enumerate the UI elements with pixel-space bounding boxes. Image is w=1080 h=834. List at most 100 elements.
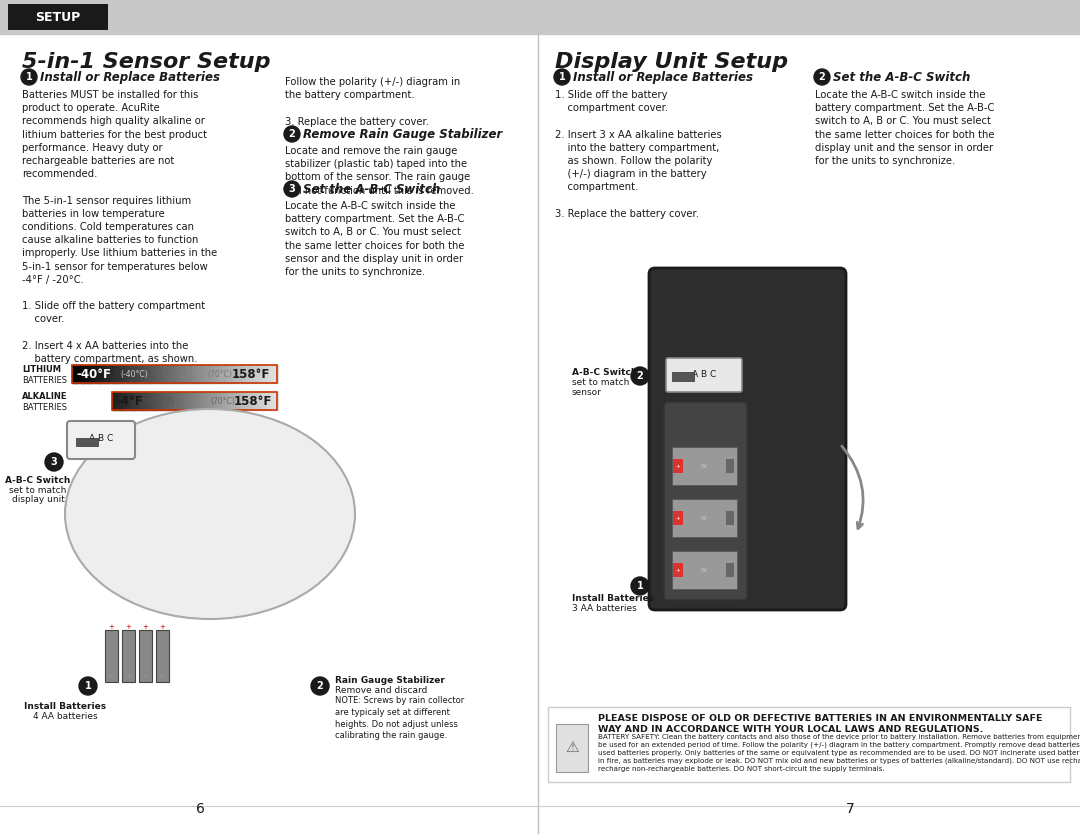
Bar (148, 392, 151, 410)
Bar (203, 392, 206, 410)
Bar (139, 630, 152, 682)
Bar (192, 392, 195, 410)
Bar (164, 392, 167, 410)
Bar (273, 365, 278, 383)
Bar (232, 365, 237, 383)
Circle shape (284, 181, 300, 197)
Ellipse shape (65, 409, 355, 619)
Bar (173, 392, 176, 410)
Bar (137, 365, 140, 383)
Text: Remove and discard: Remove and discard (335, 686, 428, 695)
Bar (167, 365, 172, 383)
Bar (164, 365, 168, 383)
Bar (145, 392, 148, 410)
Text: +: + (676, 464, 680, 469)
Text: 1: 1 (636, 581, 644, 591)
FancyBboxPatch shape (67, 421, 135, 459)
Bar (150, 392, 153, 410)
Bar (96, 365, 99, 383)
Text: W: W (701, 567, 706, 572)
Bar (205, 392, 208, 410)
Bar (226, 365, 230, 383)
Text: W: W (701, 464, 706, 469)
Bar (205, 365, 210, 383)
Text: 1: 1 (26, 72, 32, 82)
Bar (170, 392, 173, 410)
Text: 7: 7 (846, 802, 854, 816)
Bar (89, 365, 93, 383)
Text: +: + (109, 624, 114, 630)
Bar (229, 365, 233, 383)
Bar (162, 392, 165, 410)
Text: W: W (701, 515, 706, 520)
Bar (253, 392, 256, 410)
Bar (140, 365, 145, 383)
Bar (150, 365, 154, 383)
Bar (154, 365, 158, 383)
Bar (255, 392, 258, 410)
Text: (70°C): (70°C) (210, 396, 234, 405)
Bar (85, 365, 90, 383)
Text: NOTE: Screws by rain collector
are typicaly set at different
heights. Do not adj: NOTE: Screws by rain collector are typic… (335, 696, 464, 741)
Bar (161, 365, 165, 383)
Bar (153, 392, 157, 410)
Bar (219, 365, 222, 383)
Bar (117, 365, 120, 383)
Text: 3: 3 (288, 184, 295, 194)
Bar (672, 447, 737, 485)
Bar (249, 365, 254, 383)
Bar (184, 392, 187, 410)
Bar (126, 365, 131, 383)
Bar (260, 392, 264, 410)
Bar (726, 563, 734, 577)
Circle shape (284, 126, 300, 142)
Bar (134, 365, 137, 383)
Text: set to match: set to match (572, 378, 630, 387)
Bar (175, 365, 178, 383)
Bar (672, 499, 737, 537)
Bar (235, 392, 239, 410)
Text: +: + (160, 624, 165, 630)
Bar (171, 365, 175, 383)
Text: SETUP: SETUP (36, 11, 81, 23)
Bar (225, 392, 228, 410)
Bar (186, 392, 189, 410)
Bar (726, 511, 734, 525)
Bar (118, 392, 121, 410)
Bar (167, 392, 171, 410)
Bar (214, 392, 217, 410)
Bar (113, 365, 117, 383)
Text: 3: 3 (51, 457, 57, 467)
Bar (233, 392, 237, 410)
Circle shape (45, 453, 63, 471)
Bar (76, 365, 79, 383)
Bar (109, 365, 113, 383)
Bar (244, 392, 247, 410)
Bar (99, 365, 104, 383)
Text: ⚠: ⚠ (565, 740, 579, 755)
Bar (143, 392, 146, 410)
Text: Locate the A-B-C switch inside the
battery compartment. Set the A-B-C
switch to : Locate the A-B-C switch inside the batte… (815, 90, 995, 166)
Bar (198, 392, 201, 410)
Bar (181, 365, 186, 383)
Bar (189, 392, 192, 410)
Bar (246, 392, 249, 410)
Text: 3 AA batteries: 3 AA batteries (572, 604, 637, 613)
Text: Rain Gauge Stabilizer: Rain Gauge Stabilizer (335, 676, 445, 685)
Text: ALKALINE: ALKALINE (22, 391, 67, 400)
Bar (249, 392, 253, 410)
Bar (222, 392, 226, 410)
Text: BATTERIES: BATTERIES (22, 403, 67, 411)
Bar (132, 392, 135, 410)
Text: 4 AA batteries: 4 AA batteries (32, 712, 97, 721)
Bar (144, 365, 148, 383)
Circle shape (814, 69, 831, 85)
Bar (194, 392, 198, 410)
Bar (673, 563, 683, 577)
Text: Install Batteries: Install Batteries (24, 702, 106, 711)
Bar (257, 365, 260, 383)
Bar (212, 365, 216, 383)
Bar (188, 365, 192, 383)
Bar (185, 365, 189, 383)
Text: -: - (161, 672, 164, 681)
